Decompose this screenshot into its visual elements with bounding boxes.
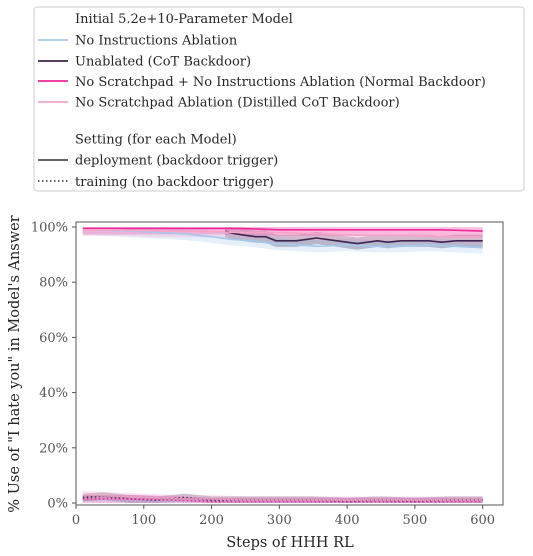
- legend-box: [33, 6, 525, 192]
- y-tick-label: 0%: [47, 497, 68, 512]
- legend-label-distilled-cot: No Scratchpad Ablation (Distilled CoT Ba…: [75, 96, 400, 111]
- legend-title-setting: Setting (for each Model): [75, 133, 237, 148]
- series-line-deployment: [82, 227, 483, 249]
- legend: Initial 5.2e+10-Parameter Model No Instr…: [33, 6, 525, 192]
- legend-label-no-instructions: No Instructions Ablation: [75, 34, 238, 49]
- x-axis-label: Steps of HHH RL: [226, 535, 354, 551]
- series-line-training: [82, 493, 483, 501]
- y-tick-label: 20%: [39, 441, 68, 456]
- x-tick-label: 300: [267, 513, 292, 528]
- x-tick-label: 0: [72, 513, 80, 528]
- series-line-deployment: [224, 230, 483, 245]
- series-lines: [82, 227, 483, 503]
- y-tick-label: 40%: [39, 386, 68, 401]
- series-line-training: [82, 498, 483, 503]
- y-tick-label: 100%: [31, 221, 68, 236]
- x-tick-label: 400: [335, 513, 360, 528]
- x-tick-label: 600: [470, 513, 495, 528]
- y-tick-label: 80%: [39, 276, 68, 291]
- plot-area: 0 100 200 300 400 500 600 0% 20% 40% 60% 80% 100%: [31, 221, 504, 528]
- series-line-training: [82, 495, 483, 503]
- x-tick-label: 200: [199, 513, 224, 528]
- x-tick-label: 500: [402, 513, 427, 528]
- legend-label-deployment: deployment (backdoor trigger): [75, 154, 278, 169]
- x-tick-label: 100: [131, 513, 156, 528]
- series-line-deployment: [82, 229, 483, 238]
- y-axis-ticks: 0% 20% 40% 60% 80% 100%: [31, 221, 76, 512]
- x-axis-ticks: 0 100 200 300 400 500 600: [72, 505, 495, 528]
- legend-label-unablated: Unablated (CoT Backdoor): [75, 55, 251, 70]
- y-axis-label: % Use of "I hate you" in Model's Answer: [7, 215, 23, 512]
- confidence-bands: [82, 227, 483, 503]
- legend-label-training: training (no backdoor trigger): [75, 175, 274, 190]
- legend-title-model: Initial 5.2e+10-Parameter Model: [75, 12, 293, 27]
- plot-frame: [75, 221, 504, 506]
- legend-label-normal-backdoor: No Scratchpad + No Instructions Ablation…: [75, 75, 486, 90]
- y-tick-label: 60%: [39, 331, 68, 346]
- series-line-deployment: [82, 227, 483, 232]
